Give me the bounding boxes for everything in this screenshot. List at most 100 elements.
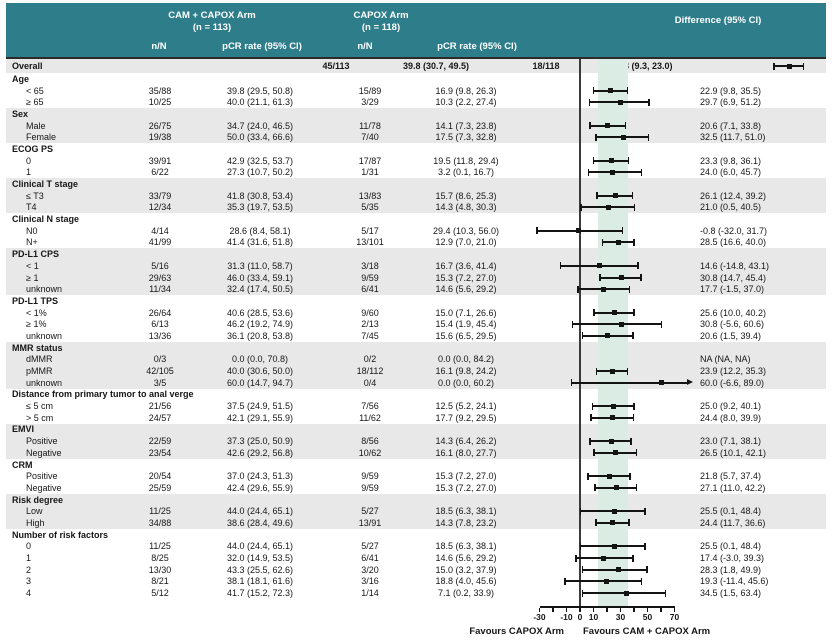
ci-point-marker [619,321,625,327]
ci-lower-cap [592,87,595,95]
ci-upper-cap [624,122,627,130]
ci-lower-cap [581,589,584,597]
n-N-arm1: 5/16 [151,260,169,271]
ci-plot-cell [535,552,685,564]
subgroup-label: 1 [26,553,32,564]
pcr-rate-arm2: 14.1 (7.3, 23.8) [435,120,497,131]
data-row: 1 6/22 27.3 (10.7, 50.2) 1/31 3.2 (0.1, 16.7… [6,167,826,179]
ci-plot-cell [535,120,685,132]
ci-line [571,381,687,384]
forest-plot-table: Overall 45/113 39.8 (30.7, 49.5) 18/118 15.3… [0,59,832,644]
subgroup-label: Negative [26,482,62,493]
n-N-arm2: 9/59 [361,482,379,493]
ci-upper-cap [632,414,635,422]
n-N-arm2: 0/2 [363,354,377,365]
data-row: unknown 3/5 60.0 (14.7, 94.7) 0/4 0.0 (0.0, … [6,376,826,389]
favours-right-label: Favours CAM + CAPOX Arm [583,626,711,637]
data-row: ≥ 65 10/25 40.0 (21.1, 61.3) 3/29 10.3 (2.2,… [6,96,826,108]
difference-value: 22.9 (9.8, 35.5) [700,85,762,96]
ci-upper-cap [632,332,634,340]
n-N-arm1: 6/22 [151,167,169,178]
pcr-rate-arm1: 36.1 (20.8, 53.8) [226,330,294,341]
n-N-arm2: 1/31 [361,167,379,178]
ci-upper-cap [637,262,639,270]
difference-value: 25.5 (0.1, 48.4) [700,541,762,552]
n-N-arm1: 20/54 [148,471,172,482]
ci-upper-cap [632,554,634,562]
n-N-arm2: 6/41 [361,553,379,564]
subgroup-label: unknown [26,330,63,341]
ci-upper-cap [629,472,631,480]
subgroup-title: Distance from primary tumor to anal verg… [12,389,194,400]
subgroup-title: PD-L1 CPS [12,249,60,260]
difference-value: -0.8 (-32.0, 31.7) [700,225,768,236]
arm2-title: CAPOX Arm [353,10,409,21]
pcr-rate-arm2: 18.5 (6.3, 38.1) [435,541,497,552]
ci-point-marker [597,263,603,269]
n-N-arm2: 8/56 [361,436,379,447]
ci-upper-cap [633,238,635,246]
pcr-rate-arm2: 17.7 (9.2, 29.5) [435,412,497,423]
ci-arrowhead-right [687,379,693,386]
n-N-arm1: 4/14 [151,225,169,236]
n-N-arm1: 39/91 [148,155,172,166]
pcr-rate-arm1: 38.1 (18.1, 61.6) [226,576,294,587]
subgroup-header-row: Clinical T stage [6,178,826,190]
n-N-arm2: 2/13 [361,319,379,330]
n-N-arm2: 13/101 [356,237,384,248]
data-row: ≤ T3 33/79 41.8 (30.8, 53.4) 13/83 15.7 (8.6… [6,189,826,202]
n-N-arm2: 13/91 [358,517,382,528]
subgroup-label: < 1% [26,307,47,318]
pcr-rate-arm2: 16.9 (9.8, 26.3) [435,85,497,96]
ci-plot-cell [535,260,685,272]
subheader-pcr-arm1: pCR rate (95% CI) [222,41,302,52]
axis-tick-label: 50 [642,612,653,622]
pcr-rate-arm2: 15.3 (7.2, 27.0) [435,482,497,493]
subgroup-title: CRM [12,459,33,470]
data-row: Low 11/25 44.0 (24.4, 65.1) 5/27 18.5 (6.3, … [6,505,826,518]
data-row: < 1 5/16 31.3 (11.0, 58.7) 3/18 16.7 (3.6, 4… [6,260,826,272]
n-N-arm2: 3/18 [361,260,379,271]
ci-plot-cell [535,155,685,167]
n-N-arm1: 3/5 [153,377,167,388]
difference-value: 28.3 (1.8, 49.9) [700,564,762,575]
difference-value: 26.1 (12.4, 39.2) [700,190,767,201]
n-N-arm1: 5/12 [151,588,169,599]
n-N-arm1: 23/54 [148,447,172,458]
ci-upper-cap [664,589,667,597]
ci-point-marker [615,567,621,573]
ci-plot-cell [535,202,685,214]
n-N-arm1: 11/34 [149,284,171,295]
pcr-rate-arm1: 37.5 (24.9, 51.5) [226,401,294,412]
pcr-rate-arm2: 12.5 (5.2, 24.1) [435,401,497,412]
subgroup-header-row: Number of risk factors [6,529,826,541]
pcr-rate-arm2: 19.5 (11.8, 29.4) [433,155,499,166]
ci-plot-cell [535,505,685,517]
subheader-pcr-arm2: pCR rate (95% CI) [437,41,517,52]
subgroup-header-row: ECOG PS [6,143,826,155]
subgroup-label: 0 [26,541,32,552]
pcr-rate-arm2: 17.5 (7.3, 32.8) [435,132,497,143]
ci-upper-cap [626,87,629,95]
ci-upper-cap [647,133,650,141]
n-N-arm1: 13/30 [148,564,172,575]
subgroup-label: Overall [12,61,43,71]
subgroup-label: Female [26,132,57,143]
subgroup-label: ≤ T3 [26,190,44,201]
subgroup-label: pMMR [26,366,53,377]
n-N-arm1: 26/64 [148,307,172,318]
subgroup-header-row: EMVI [6,423,826,436]
pcr-rate-arm1: 44.0 (24.4, 65.1) [226,541,294,552]
ci-line [588,171,642,174]
ci-upper-cap [644,507,646,515]
subgroup-title: Number of risk factors [12,529,109,540]
n-N-arm2: 18/112 [356,366,384,377]
pcr-rate-arm1: 39.8 (29.5, 50.8) [226,85,294,96]
n-N-arm2: 3/16 [361,576,379,587]
ci-point-marker [576,228,582,234]
ci-lower-cap [591,402,594,410]
ci-point-marker [610,415,616,421]
n-N-arm1: 42/105 [146,366,174,377]
ci-upper-cap [633,203,636,211]
ci-lower-cap [593,309,595,317]
